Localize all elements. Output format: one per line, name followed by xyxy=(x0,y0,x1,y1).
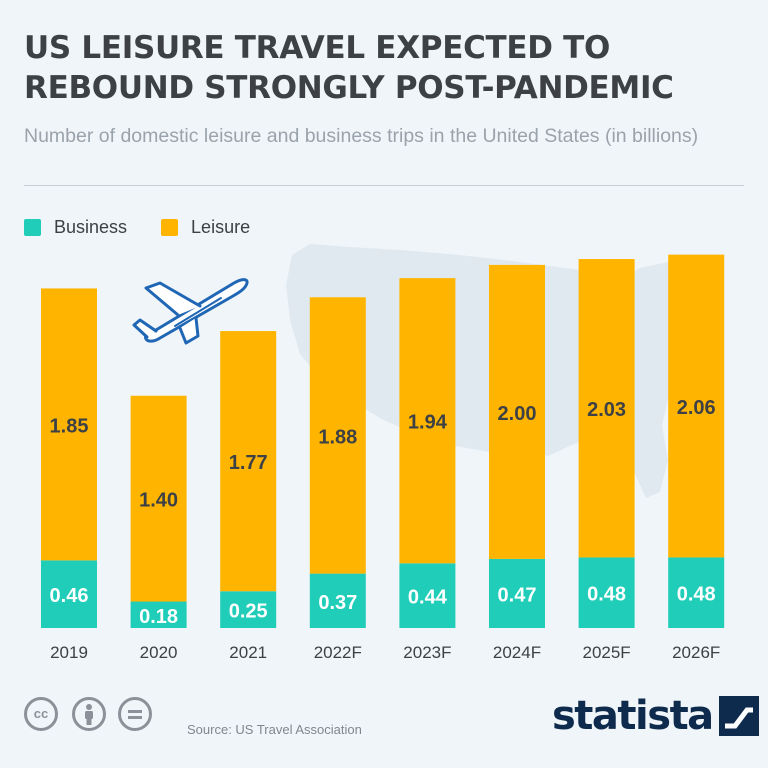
statista-logo-icon xyxy=(718,696,759,736)
legend-label-leisure: Leisure xyxy=(191,217,251,237)
value-label-leisure-2022f: 1.88 xyxy=(318,426,357,448)
x-tick-label-2024f: 2024F xyxy=(493,643,541,662)
bar-business-2024f xyxy=(489,558,545,628)
bar-leisure-2020 xyxy=(130,395,187,602)
value-label-business-2024f: 0.47 xyxy=(498,584,537,606)
title-divider xyxy=(24,185,744,186)
bar-business-2020 xyxy=(130,601,187,628)
bar-leisure-2026f xyxy=(668,254,725,558)
x-tick-label-2019: 2019 xyxy=(50,643,88,662)
source-note: Source: US Travel Association xyxy=(187,722,362,737)
value-label-business-2022f: 0.37 xyxy=(318,592,357,614)
value-label-leisure-2024f: 2.00 xyxy=(498,403,537,425)
statista-logo[interactable]: statista xyxy=(552,690,759,742)
brand-wordmark: statista xyxy=(552,693,714,739)
value-label-leisure-2023f: 1.94 xyxy=(408,412,448,434)
x-tick-label-2020: 2020 xyxy=(140,643,178,662)
value-label-business-2023f: 0.44 xyxy=(408,587,448,609)
value-label-leisure-2019: 1.85 xyxy=(50,415,89,437)
legend-item-leisure: Leisure xyxy=(161,217,250,238)
bar-business-2023f xyxy=(399,563,456,628)
legend-item-business: Business xyxy=(24,217,127,238)
airplane-icon xyxy=(132,278,249,345)
bar-leisure-2023f xyxy=(399,278,456,564)
bar-business-2021 xyxy=(220,591,277,628)
no-derivatives-icon xyxy=(118,697,152,731)
x-tick-label-2022f: 2022F xyxy=(314,643,362,662)
bar-business-2025f xyxy=(578,557,635,628)
x-tick-label-2023f: 2023F xyxy=(403,643,451,662)
bar-leisure-2019 xyxy=(41,288,97,561)
bar-leisure-2022f xyxy=(309,297,366,574)
bar-business-2026f xyxy=(668,557,725,628)
value-label-business-2026f: 0.48 xyxy=(677,584,716,606)
value-label-leisure-2026f: 2.06 xyxy=(677,397,716,419)
value-label-leisure-2025f: 2.03 xyxy=(587,399,626,421)
x-tick-label-2025f: 2025F xyxy=(582,643,630,662)
value-label-leisure-2021: 1.77 xyxy=(229,452,268,474)
x-tick-label-2021: 2021 xyxy=(229,643,267,662)
value-label-business-2020: 0.18 xyxy=(139,606,178,628)
chart-legend: Business Leisure xyxy=(24,217,284,238)
cc-icon: cc xyxy=(24,697,58,731)
value-label-business-2021: 0.25 xyxy=(229,601,268,623)
bar-leisure-2024f xyxy=(489,264,545,559)
bar-business-2022f xyxy=(309,573,366,628)
page-title: US LEISURE TRAVEL EXPECTED TO REBOUND ST… xyxy=(24,30,674,106)
value-label-business-2025f: 0.48 xyxy=(587,584,626,606)
chart-subtitle: Number of domestic leisure and business … xyxy=(24,125,699,147)
x-tick-label-2026f: 2026F xyxy=(672,643,720,662)
attribution-icon xyxy=(72,697,106,731)
bar-leisure-2021 xyxy=(220,331,277,592)
value-label-business-2019: 0.46 xyxy=(50,585,89,607)
legend-label-business: Business xyxy=(54,217,128,237)
bar-business-2019 xyxy=(41,560,97,628)
value-label-leisure-2020: 1.40 xyxy=(139,490,178,512)
legend-swatch-business xyxy=(24,219,41,236)
legend-swatch-leisure xyxy=(161,219,179,236)
bar-leisure-2025f xyxy=(578,259,635,558)
